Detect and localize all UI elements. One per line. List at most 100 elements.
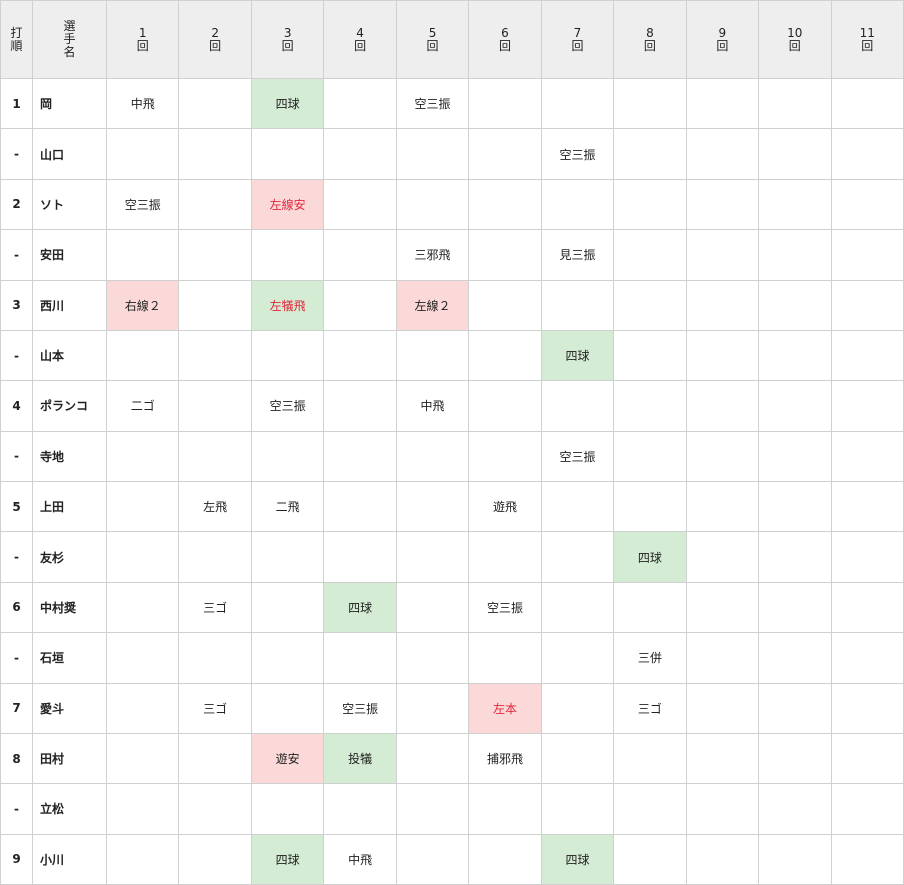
inning-cell	[759, 179, 832, 231]
inning-cell	[541, 482, 615, 533]
inning-cell	[759, 330, 832, 382]
player-name: 石垣	[33, 633, 107, 684]
inning-cell	[469, 179, 542, 231]
inning-cell	[686, 381, 760, 432]
inning-cell	[759, 582, 832, 634]
header-cell: 3 回	[251, 1, 325, 79]
inning-cell	[469, 633, 542, 684]
inning-cell	[107, 330, 180, 382]
inning-cell	[686, 482, 760, 533]
inning-result: 右線２	[107, 280, 180, 331]
header-cell: 1 回	[107, 1, 180, 79]
header-cell: 10 回	[759, 1, 832, 79]
inning-cell	[469, 330, 542, 382]
inning-cell	[686, 280, 760, 331]
inning-cell	[396, 834, 470, 885]
inning-result: 中飛	[107, 79, 180, 130]
inning-result: 左犠飛	[251, 280, 325, 331]
inning-cell	[831, 532, 904, 583]
inning-cell	[686, 733, 760, 785]
inning-cell	[759, 784, 832, 835]
inning-result: 三ゴ	[614, 683, 687, 734]
inning-cell	[686, 683, 760, 734]
inning-cell	[614, 129, 687, 180]
batting-order: 4	[1, 381, 33, 432]
player-name: 山口	[33, 129, 107, 180]
inning-cell	[179, 79, 252, 130]
header-cell: 4 回	[324, 1, 397, 79]
player-name: 田村	[33, 733, 107, 785]
inning-cell	[396, 633, 470, 684]
batting-order: 5	[1, 482, 33, 533]
inning-cell	[469, 230, 542, 281]
inning-cell	[107, 633, 180, 684]
header-cell: 5 回	[396, 1, 470, 79]
inning-cell	[251, 633, 325, 684]
inning-cell	[831, 582, 904, 634]
inning-cell	[759, 633, 832, 684]
inning-cell	[251, 330, 325, 382]
inning-cell	[686, 784, 760, 835]
inning-cell	[107, 129, 180, 180]
inning-cell	[541, 532, 615, 583]
inning-cell	[107, 582, 180, 634]
inning-result: 左飛	[179, 482, 252, 533]
inning-cell	[686, 532, 760, 583]
inning-cell	[831, 129, 904, 180]
batting-order: 3	[1, 280, 33, 331]
inning-cell	[614, 179, 687, 231]
inning-result: 空三振	[324, 683, 397, 734]
inning-result: 見三振	[541, 230, 615, 281]
inning-cell	[179, 330, 252, 382]
inning-cell	[541, 381, 615, 432]
inning-cell	[541, 633, 615, 684]
inning-cell	[107, 482, 180, 533]
player-name: 小川	[33, 834, 107, 885]
batting-order: 8	[1, 733, 33, 785]
inning-cell	[686, 633, 760, 684]
inning-cell	[759, 129, 832, 180]
inning-cell	[831, 280, 904, 331]
player-name: 山本	[33, 330, 107, 382]
inning-result: 三ゴ	[179, 582, 252, 634]
player-name: 立松	[33, 784, 107, 835]
inning-cell	[251, 683, 325, 734]
inning-cell	[396, 431, 470, 482]
inning-cell	[324, 532, 397, 583]
inning-result: 三ゴ	[179, 683, 252, 734]
inning-cell	[324, 280, 397, 331]
inning-cell	[179, 230, 252, 281]
inning-cell	[469, 129, 542, 180]
inning-cell	[759, 733, 832, 785]
inning-cell	[614, 431, 687, 482]
inning-cell	[759, 280, 832, 331]
player-name: ポランコ	[33, 381, 107, 432]
batting-order: -	[1, 532, 33, 583]
inning-cell	[324, 79, 397, 130]
inning-cell	[831, 834, 904, 885]
inning-result: 遊安	[251, 733, 325, 785]
batting-order: 6	[1, 582, 33, 634]
inning-cell	[251, 129, 325, 180]
inning-result: 四球	[541, 834, 615, 885]
inning-cell	[541, 179, 615, 231]
inning-cell	[179, 179, 252, 231]
inning-cell	[541, 280, 615, 331]
inning-cell	[686, 431, 760, 482]
inning-cell	[759, 431, 832, 482]
batting-order: 7	[1, 683, 33, 734]
header-cell: 2 回	[179, 1, 252, 79]
inning-cell	[324, 784, 397, 835]
inning-cell	[759, 381, 832, 432]
inning-cell	[831, 733, 904, 785]
inning-cell	[179, 431, 252, 482]
inning-cell	[614, 834, 687, 885]
batting-order: 9	[1, 834, 33, 885]
inning-result: 投犠	[324, 733, 397, 785]
inning-cell	[324, 381, 397, 432]
batting-order: -	[1, 230, 33, 281]
inning-cell	[614, 482, 687, 533]
inning-cell	[541, 582, 615, 634]
inning-cell	[614, 330, 687, 382]
inning-cell	[541, 79, 615, 130]
